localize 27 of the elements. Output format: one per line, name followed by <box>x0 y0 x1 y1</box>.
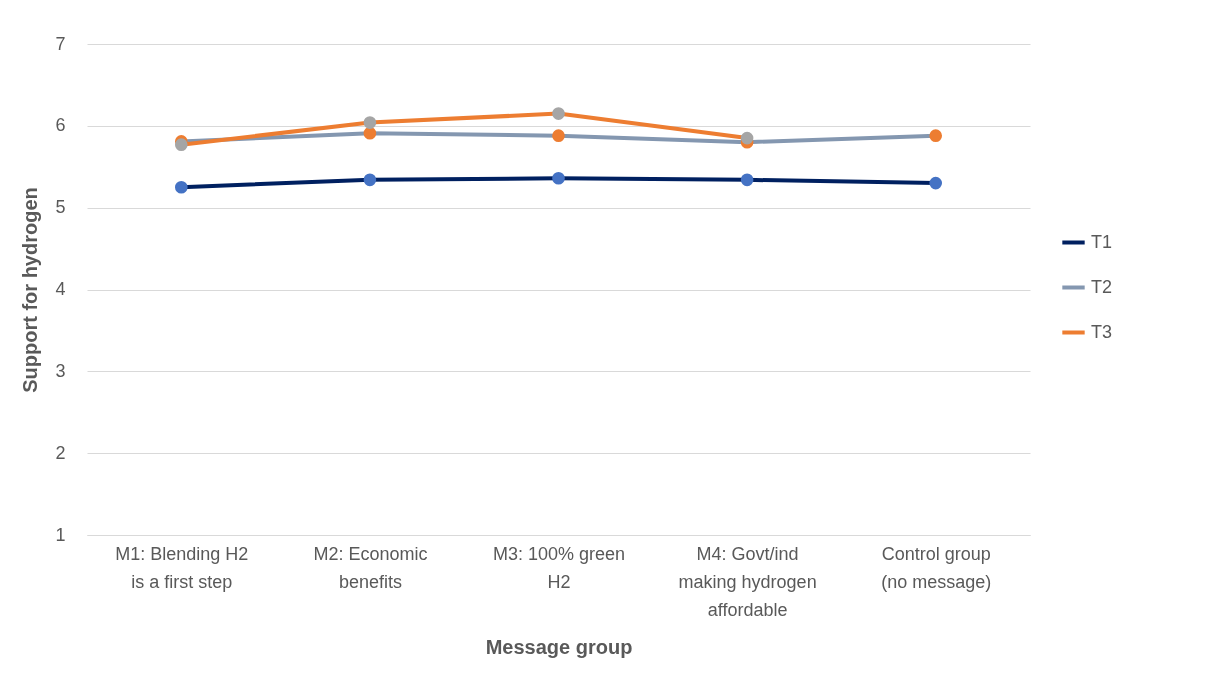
point <box>552 171 565 185</box>
y-tick-label: 7 <box>55 33 66 54</box>
y-tick-label: 5 <box>55 197 66 218</box>
point <box>552 107 565 120</box>
x-tick-label: M2: Economic benefits <box>313 543 428 592</box>
x-axis-title: Message group <box>485 635 633 658</box>
point <box>552 129 565 142</box>
y-tick-label: 1 <box>55 524 66 545</box>
y-tick-label: 3 <box>55 360 66 381</box>
x-tick-label: M1: Blending H2 is a first step <box>115 543 249 592</box>
point <box>929 129 943 142</box>
point <box>740 131 754 145</box>
point <box>363 116 377 129</box>
legend-label: T2 <box>1091 276 1113 297</box>
x-tick-label: M3: 100% green H2 <box>492 543 626 592</box>
point <box>174 180 188 194</box>
x-tick-label: Control group (no message) <box>881 543 992 592</box>
legend-label: T1 <box>1091 231 1113 252</box>
point <box>740 173 754 187</box>
y-tick-label: 4 <box>55 279 66 299</box>
x-tick-label: M4: Govt/ind making hydrogen affordable <box>678 543 817 620</box>
y-axis-title: Support for hydrogen <box>19 187 42 393</box>
y-tick-label: 2 <box>55 442 66 463</box>
point <box>363 173 377 187</box>
legend-label: T3 <box>1091 321 1113 342</box>
point <box>929 176 943 190</box>
y-tick-label: 6 <box>55 115 66 136</box>
